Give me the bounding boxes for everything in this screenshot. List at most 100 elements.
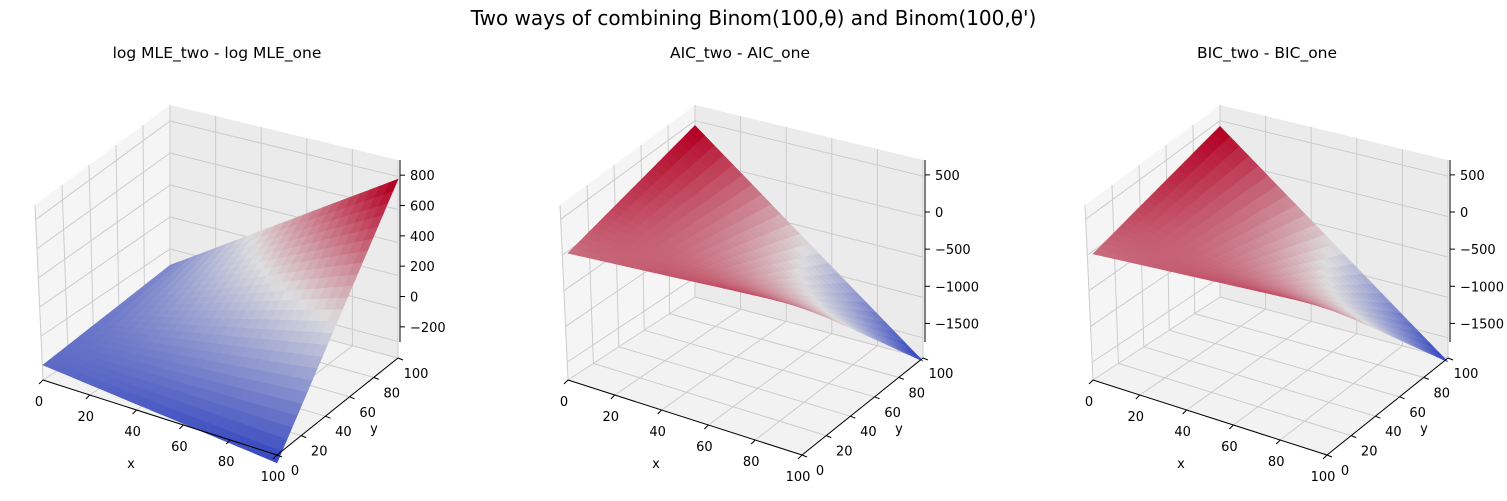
y-tick-label: 60 (884, 406, 901, 421)
z-tick-label: 0 (410, 291, 418, 306)
subplot-title: log MLE_two - log MLE_one (113, 44, 322, 63)
x-tick-label: 40 (124, 425, 141, 440)
x-tick (272, 454, 278, 460)
z-tick-label: 200 (410, 260, 435, 275)
grid-line (567, 296, 696, 381)
y-tick (826, 435, 832, 439)
x-tick-label: 0 (35, 395, 43, 410)
grid-line (1219, 120, 1449, 177)
y-axis-label: y (370, 422, 378, 437)
y-tick (325, 415, 331, 419)
y-tick-label: 20 (1361, 445, 1378, 460)
x-tick (797, 454, 803, 460)
y-tick (1447, 357, 1454, 361)
z-tick-label: −1500 (1460, 317, 1504, 332)
y-tick-label: 40 (335, 425, 352, 440)
x-tick-label: 0 (560, 395, 568, 410)
y-tick (1351, 435, 1357, 439)
x-tick (1322, 454, 1328, 460)
z-tick-label: 600 (410, 200, 435, 215)
x-tick-label: 40 (649, 425, 666, 440)
y-axis-label: y (1420, 422, 1428, 437)
x-axis-line (567, 379, 803, 456)
x-tick-label: 20 (603, 410, 620, 425)
y-tick (1423, 376, 1429, 380)
y-tick (850, 415, 856, 419)
x-tick-label: 100 (1311, 470, 1336, 485)
x-axis-label: x (1177, 457, 1185, 472)
surface-patch (1214, 125, 1230, 142)
x-tick-label: 20 (78, 410, 95, 425)
x-tick (657, 409, 662, 415)
x-tick (1088, 379, 1094, 385)
x-tick-label: 80 (743, 455, 760, 470)
x-tick-label: 20 (1128, 410, 1145, 425)
y-tick-label: 0 (1341, 464, 1349, 479)
x-tick-label: 60 (171, 440, 188, 455)
x-tick-label: 40 (1174, 425, 1191, 440)
x-tick (704, 424, 709, 430)
grid-line (1279, 345, 1403, 441)
y-tick-label: 40 (1385, 425, 1402, 440)
z-tick-label: 500 (935, 169, 960, 184)
x-tick (1229, 424, 1234, 430)
y-tick-label: 0 (816, 464, 824, 479)
grid-line (169, 120, 399, 177)
x-tick (85, 394, 91, 400)
x-tick-label: 0 (1085, 395, 1093, 410)
surface (1092, 125, 1449, 363)
z-tick-label: −1000 (935, 280, 979, 295)
grid-line (1186, 320, 1312, 411)
grid-line (35, 120, 171, 220)
y-tick-label: 60 (359, 406, 376, 421)
grid-line (1118, 362, 1352, 437)
x-axis-label: x (127, 457, 135, 472)
grid-line (1219, 296, 1449, 359)
x-tick (225, 439, 231, 445)
grid-line (694, 296, 924, 359)
grid-line (566, 276, 696, 363)
grid-line (115, 144, 120, 331)
grid-line (694, 120, 924, 177)
grid-line (1169, 329, 1400, 398)
grid-line (1084, 204, 1094, 381)
x-tick (1135, 394, 1141, 400)
grid-line (142, 124, 146, 314)
grid-line (36, 152, 171, 250)
y-tick (1375, 415, 1381, 419)
grid-line (644, 329, 875, 398)
y-tick (349, 396, 355, 400)
surface-patch (164, 261, 180, 270)
x-tick (179, 424, 184, 430)
y-axis-line (276, 357, 399, 456)
z-tick-label: −200 (410, 321, 446, 336)
y-tick (301, 435, 307, 439)
surface-patch (689, 125, 705, 141)
x-tick (1275, 439, 1281, 445)
floor-pane (1093, 297, 1448, 455)
x-tick-label: 60 (696, 440, 713, 455)
y-tick-label: 80 (909, 386, 926, 401)
surface (42, 178, 399, 464)
z-tick-label: 400 (410, 230, 435, 245)
x-tick (1182, 409, 1187, 415)
surface (567, 125, 924, 362)
y-tick (1326, 454, 1333, 458)
y-tick-label: 100 (1454, 367, 1479, 382)
x-tick-label: 100 (261, 470, 286, 485)
y-tick-label: 60 (1409, 406, 1426, 421)
grid-line (618, 346, 851, 417)
floor-pane (568, 297, 923, 455)
y-tick (1399, 396, 1405, 400)
grid-line (708, 333, 833, 426)
x-tick (38, 379, 44, 385)
grid-line (614, 308, 741, 396)
y-tick (898, 376, 904, 380)
z-tick-label: −1500 (935, 317, 979, 332)
z-tick-label: 800 (410, 169, 435, 184)
grid-line (40, 248, 171, 337)
